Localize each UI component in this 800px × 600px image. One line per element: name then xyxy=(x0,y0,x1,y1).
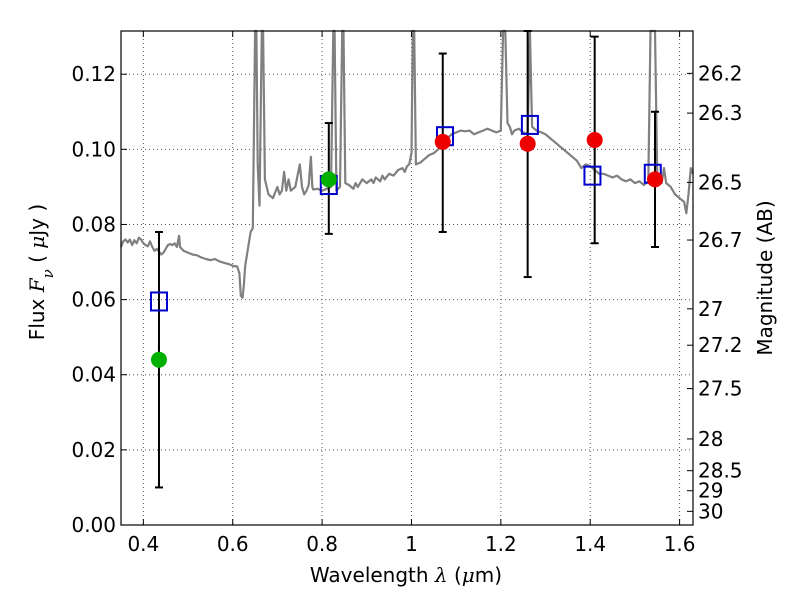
y2-tick-label: 26.2 xyxy=(698,61,743,85)
spectrum-line xyxy=(119,29,695,299)
y2-tick-label: 30 xyxy=(698,499,723,523)
y-tick-label: 0.04 xyxy=(71,363,116,387)
x-axis-title: Wavelength λ (μm) xyxy=(310,563,502,587)
y2-tick-label: 28 xyxy=(698,427,723,451)
x-tick-label: 1.4 xyxy=(574,532,606,556)
y-axis-title-text: Flux xyxy=(25,292,49,340)
observed-point xyxy=(647,171,664,188)
y-axis-title-unit: Jy ) xyxy=(25,204,49,238)
y-axis-title-mu: μ xyxy=(25,236,49,249)
x-tick-label: 1.6 xyxy=(664,532,696,556)
plot-frame xyxy=(120,30,694,526)
y2-tick-label: 27.5 xyxy=(698,377,743,401)
x-tick-label: 1 xyxy=(405,532,418,556)
y-tick-label: 0.12 xyxy=(71,62,116,86)
observed-point xyxy=(320,171,337,188)
x-tick-label: 1.2 xyxy=(485,532,517,556)
y-axis-title-paren: ( xyxy=(25,249,49,270)
spectrum-series xyxy=(119,29,695,299)
y2-axis-title: Magnitude (AB) xyxy=(753,200,777,355)
observed-point xyxy=(586,131,603,148)
x-tick-label: 0.6 xyxy=(217,532,249,556)
y2-tick-label: 27.2 xyxy=(698,333,743,357)
x-axis-title-symbol: λ xyxy=(434,563,448,587)
model-point xyxy=(583,165,602,186)
y2-tick-label: 28.5 xyxy=(698,459,743,483)
y-tick-label: 0.02 xyxy=(71,438,116,462)
y-axis-title-symbol: F xyxy=(25,277,49,293)
x-axis-title-unit: m) xyxy=(475,563,502,587)
observed-point xyxy=(150,351,167,368)
y-tick-label: 0.10 xyxy=(71,137,116,161)
y-tick-label: 0.06 xyxy=(71,288,116,312)
y2-tick-label: 29 xyxy=(698,479,723,503)
y2-tick-label: 26.3 xyxy=(698,101,743,125)
observed-point xyxy=(519,135,536,152)
x-tick-label: 0.4 xyxy=(127,532,159,556)
axis-ticks: 0.4 0.6 0.8 1 1.2 1.4 1.6 0.00 0.02 0.04 0.06 0.08 0… xyxy=(71,31,743,556)
observed-points xyxy=(150,131,664,368)
y-tick-label: 0.00 xyxy=(71,513,116,537)
x-axis-title-mu: μ xyxy=(462,563,475,587)
y2-tick-label: 26.7 xyxy=(698,228,743,252)
y2-tick-label: 27 xyxy=(698,297,723,321)
y-tick-label: 0.08 xyxy=(71,212,116,236)
x-axis-title-paren: ( xyxy=(448,563,462,587)
y-axis-title-subscript: ν xyxy=(39,269,57,278)
model-point xyxy=(149,291,168,312)
y-axis-title: Flux Fν ( μJy ) xyxy=(25,204,57,340)
y2-tick-label: 26.5 xyxy=(698,170,743,194)
observed-point xyxy=(434,133,451,150)
x-tick-label: 0.8 xyxy=(306,532,338,556)
x-axis-title-text: Wavelength xyxy=(310,563,435,587)
model-point xyxy=(520,114,539,135)
